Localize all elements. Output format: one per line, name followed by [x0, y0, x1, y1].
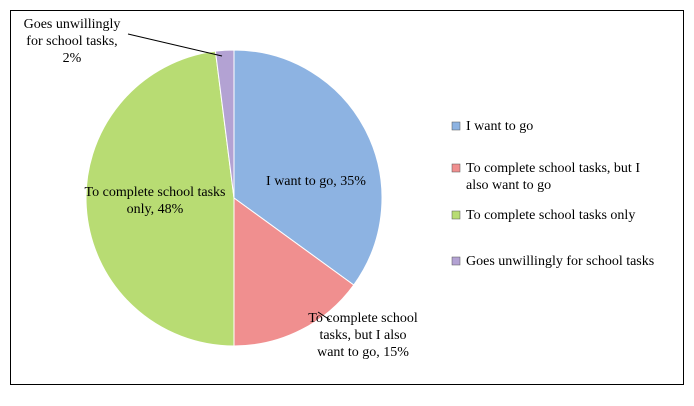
- legend-label: To complete school tasks only: [466, 208, 636, 223]
- legend-swatch: [451, 210, 461, 220]
- legend-swatch: [451, 121, 461, 131]
- legend-label: I want to go: [466, 119, 534, 134]
- leader-line: [317, 311, 331, 321]
- pie-slice: [233, 197, 355, 347]
- data-label: I want to go, 35%: [266, 174, 366, 189]
- pie-slice: [85, 50, 235, 347]
- legend-swatch: [451, 256, 461, 266]
- legend-swatch: [451, 163, 461, 173]
- legend-label: Goes unwillingly for school tasks: [466, 254, 655, 269]
- legend-label: To complete school tasks, but I also wan…: [466, 161, 640, 193]
- data-label: To complete school tasks, but I also wan…: [308, 311, 418, 360]
- pie-slice: [233, 49, 383, 286]
- data-label: Goes unwillingly for school tasks, 2%: [23, 17, 121, 66]
- leader-line: [127, 33, 223, 57]
- data-label: To complete school tasks only, 48%: [84, 185, 226, 217]
- pie-slice: [214, 49, 235, 199]
